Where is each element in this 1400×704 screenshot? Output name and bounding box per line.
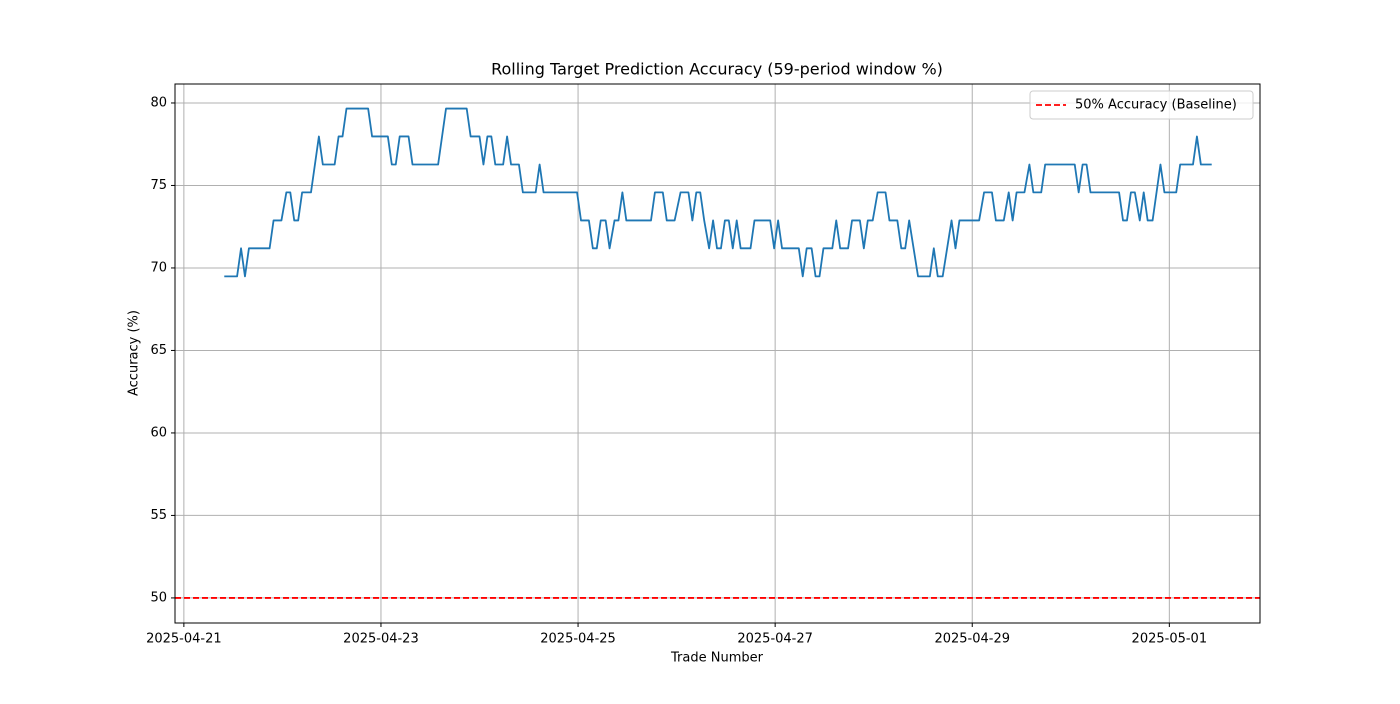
- y-tick-label: 75: [150, 178, 167, 193]
- legend-box: [1029, 90, 1254, 120]
- y-tick-label: 80: [150, 95, 167, 110]
- x-axis-label: Trade Number: [670, 651, 764, 666]
- axes-frame: [174, 83, 1261, 624]
- grid: [175, 84, 1260, 623]
- y-tick-label: 55: [150, 508, 167, 523]
- y-axis-label: Accuracy (%): [127, 310, 142, 396]
- x-tick-label: 2025-04-23: [343, 632, 419, 647]
- y-tick-label: 60: [150, 425, 167, 440]
- legend: 50% Accuracy (Baseline): [1029, 90, 1254, 120]
- y-tick-label: 70: [150, 260, 167, 275]
- x-tick-label: 2025-04-29: [934, 632, 1010, 647]
- chart-title: Rolling Target Prediction Accuracy (59-p…: [491, 60, 943, 79]
- y-tick-label: 50: [150, 590, 167, 605]
- y-tick-label: 65: [150, 343, 167, 358]
- plot-area: [175, 107, 1260, 599]
- legend-label: 50% Accuracy (Baseline): [1075, 98, 1237, 113]
- x-tick-label: 2025-04-21: [146, 632, 222, 647]
- x-tick-label: 2025-04-25: [540, 632, 616, 647]
- series-line: [224, 107, 1212, 278]
- x-tick-label: 2025-05-01: [1132, 632, 1208, 647]
- x-tick-label: 2025-04-27: [737, 632, 813, 647]
